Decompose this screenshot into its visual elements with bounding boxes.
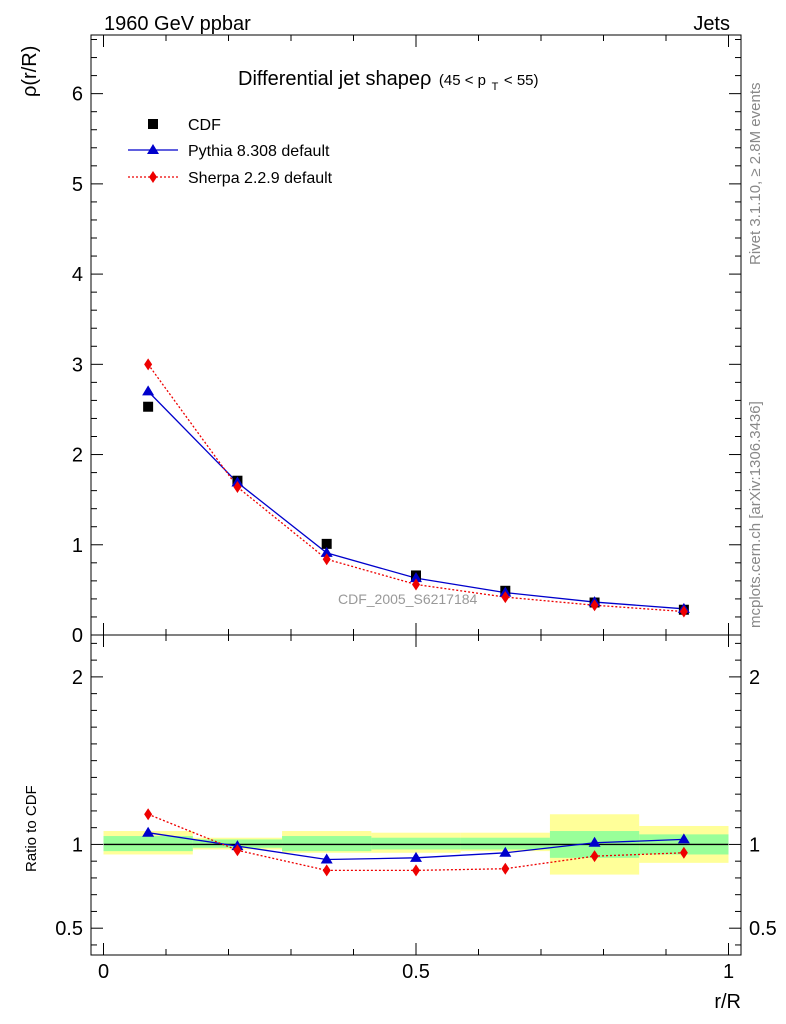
cdf-data-point	[143, 401, 154, 412]
ratio-tick-label-right: 1	[749, 834, 760, 856]
x-tick-label: 0	[98, 961, 109, 983]
ratio-data-layer	[142, 808, 690, 877]
y-tick-label: 0	[72, 625, 83, 647]
ratio-frame	[90, 634, 742, 956]
legend-entry-sherpa: Sherpa 2.2.9 default	[128, 170, 333, 187]
sherpa-data-point	[679, 605, 688, 618]
y-tick-label: 2	[72, 445, 83, 467]
green-uncertainty-band	[460, 837, 550, 850]
pythia-data-point	[320, 546, 333, 557]
legend-label-cdf: CDF	[188, 117, 221, 134]
ratio-tick-label-right: 2	[749, 667, 760, 689]
legend-label-sherpa: Sherpa 2.2.9 default	[188, 170, 333, 187]
pythia-data-point	[142, 385, 155, 396]
pythia-ratio-point	[588, 836, 601, 847]
y-tick-label: 4	[72, 264, 83, 286]
sherpa-ratio-point	[144, 808, 153, 821]
pythia-marker-icon	[147, 144, 159, 154]
sherpa-data-point	[144, 358, 153, 371]
legend-entry-cdf: CDF	[148, 117, 221, 134]
ratio-axis-label: Ratio to CDF	[23, 785, 40, 872]
ratio-panel: 0.5 0.5 1 1 2 2 Ratio to CDF	[23, 634, 777, 956]
mcplots-label: mcplots.cern.ch [arXiv:1306.3436]	[747, 401, 764, 628]
sherpa-data-point	[412, 578, 420, 591]
ratio-tick-label-left: 2	[72, 667, 83, 689]
x-tick-labels: 0 0.5 1	[98, 961, 734, 983]
sherpa-data-point	[322, 553, 331, 566]
sherpa-data-point	[590, 599, 599, 612]
sherpa-ratio-point	[412, 864, 420, 877]
legend-entry-pythia: Pythia 8.308 default	[128, 143, 330, 160]
x-tick-label: 0.5	[402, 961, 430, 983]
y-tick-label: 3	[72, 354, 83, 376]
sherpa-data-point	[501, 591, 510, 604]
ratio-tick-label-left: 0.5	[55, 918, 83, 940]
main-panel: 0 1 2 3 4 5 6 Differential jet shapeρ (45 < p …	[19, 34, 742, 647]
x-axis-label: r/R	[714, 991, 741, 1013]
x-tick-label: 1	[723, 961, 734, 983]
sherpa-ratio-point	[679, 846, 688, 859]
sherpa-ratio-point	[322, 864, 331, 877]
sherpa-data-point	[233, 481, 242, 494]
header-energy: 1960 GeV ppbar	[104, 13, 251, 35]
ratio-tick-label-left: 1	[72, 834, 83, 856]
green-uncertainty-band	[371, 837, 461, 850]
legend: CDF Pythia 8.308 default Sherpa 2.2.9 de…	[128, 117, 333, 187]
ratio-tick-label-right: 0.5	[749, 918, 777, 940]
cdf-marker-icon	[148, 119, 158, 129]
header-process: Jets	[693, 13, 730, 35]
y-axis-label: ρ(r/R)	[19, 46, 41, 97]
y-tick-label: 6	[72, 84, 83, 106]
y-tick-label: 1	[72, 535, 83, 557]
pythia-ratio-point	[499, 846, 512, 857]
green-uncertainty-band	[103, 836, 193, 852]
sherpa-marker-icon	[149, 171, 157, 183]
cdf-data-point	[321, 538, 332, 549]
rivet-label: Rivet 3.1.10, ≥ 2.8M events	[747, 83, 764, 266]
sherpa-ratio-point	[590, 850, 599, 863]
pythia-ratio-point	[677, 833, 690, 844]
sherpa-ratio-point	[501, 862, 510, 875]
main-ticks: 0 1 2 3 4 5 6	[72, 35, 741, 647]
sherpa-ratio-point	[233, 844, 242, 857]
ratio-ticks: 0.5 0.5 1 1 2 2	[55, 635, 777, 955]
pythia-ratio-point	[142, 826, 155, 837]
chart-title: Differential jet shapeρ (45 < p T < 55)	[238, 68, 539, 95]
green-uncertainty-band	[282, 836, 372, 852]
analysis-watermark: CDF_2005_S6217184	[338, 591, 478, 607]
pythia-ratio-point	[410, 851, 422, 862]
y-tick-label: 5	[72, 174, 83, 196]
main-data-layer	[142, 358, 690, 618]
legend-label-pythia: Pythia 8.308 default	[188, 143, 330, 160]
pythia-data-point	[410, 572, 422, 583]
pythia-ratio-point	[320, 853, 333, 864]
